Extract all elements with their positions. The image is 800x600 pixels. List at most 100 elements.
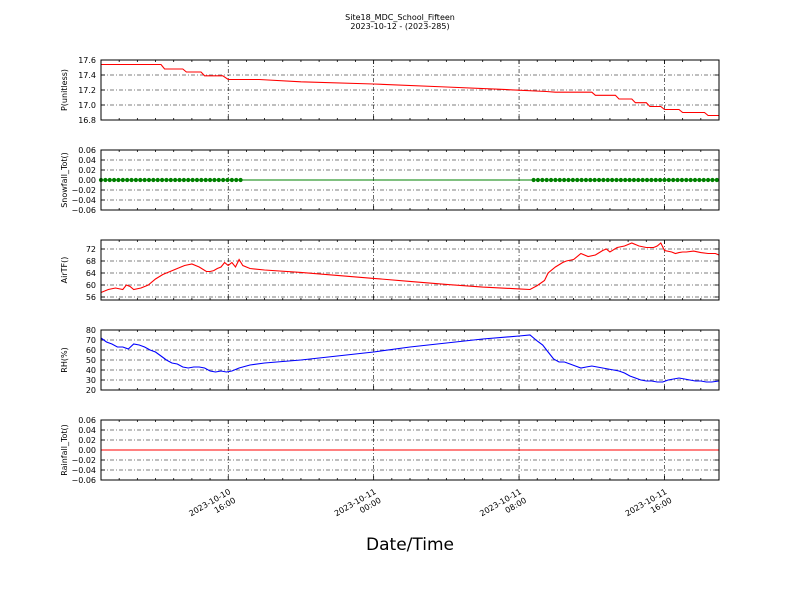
data-point [675,177,680,183]
y-tick-label: 17.2 [78,86,96,95]
y-tick-label: 0.06 [78,146,96,155]
y-tick-label: 56 [86,293,96,302]
y-tick-label: −0.02 [71,186,96,195]
data-point [614,177,619,183]
y-tick-label: 16.8 [78,116,96,125]
y-tick-label: 60 [86,281,96,290]
data-point [111,177,117,183]
y-tick-label: −0.06 [71,206,96,215]
data-point [562,177,567,183]
data-point [697,177,702,183]
y-tick-label: 17.6 [78,56,96,65]
data-point [173,177,178,183]
data-point [684,177,689,183]
data-point [671,177,676,183]
data-point [610,177,615,183]
chart-subtitle: 2023-10-12 - (2023-285) [350,22,449,31]
data-point [618,177,623,183]
data-point [133,177,138,183]
subplot-1: 0.060.040.020.00−0.02−0.04−0.06Snowfall_… [60,146,720,215]
y-tick-label: 17.0 [78,101,96,110]
data-point [644,177,650,183]
data-point [531,177,536,183]
data-point [605,177,610,183]
data-point [588,177,593,183]
data-point [601,177,606,183]
data-point [557,177,562,183]
data-point [714,177,719,183]
data-point [138,177,143,183]
data-point [234,177,239,183]
subplot-2: 72 68 64 60 56 AirTF() [60,239,720,302]
y-tick-label: 0.00 [78,176,96,185]
y-tick-label: 68 [86,257,96,266]
data-point [583,177,589,183]
data-point [658,177,663,183]
data-point [627,177,632,183]
y-tick-label: 64 [86,269,96,278]
data-point [653,177,658,183]
data-point [540,177,545,183]
data-point [649,177,654,183]
y-tick-label: 40 [86,366,96,375]
y-tick-label: 30 [86,376,96,385]
data-point [535,177,541,183]
data-point [575,177,580,183]
data-point [592,177,597,183]
data-point [151,177,156,183]
axes-frame [100,329,720,391]
data-point [186,177,191,183]
data-point [203,177,208,183]
data-point [190,177,195,183]
y-tick-label: 20 [86,386,96,395]
data-point [212,177,217,183]
data-point [596,177,602,183]
y-tick-label: 0.04 [78,426,96,435]
y-tick-label: −0.04 [71,466,96,475]
y-tick-label: 60 [86,346,96,355]
data-point [164,177,169,183]
y-axis-label: P(unitless) [60,69,69,111]
subplot-0: 17.6 17.4 17.2 17.0 16.8 P(unitless) [60,56,720,125]
data-point [544,177,549,183]
data-point [238,177,243,183]
data-point [688,177,693,183]
data-point [570,177,575,183]
series-line [100,242,720,294]
data-point [636,177,641,183]
y-tick-label: −0.02 [71,456,96,465]
series-line [101,63,719,117]
data-point [125,177,130,183]
data-point [155,177,160,183]
y-tick-label: 0.02 [78,436,96,445]
axes-frame [100,149,720,211]
series-line [100,334,720,383]
y-tick-label: 0.06 [78,416,96,425]
axes-frame [100,239,720,301]
data-point [168,177,173,183]
data-point [116,177,121,183]
data-point [142,177,147,183]
data-point [623,177,628,183]
chart-title: Site18_MDC_School_Fifteen [345,13,455,22]
data-point [692,177,698,183]
x-axis-label: Date/Time [366,535,454,555]
data-point [129,177,134,183]
data-point [159,177,165,183]
data-point [640,177,645,183]
y-axis-label: Rainfall_Tot() [60,424,69,476]
data-point [146,177,152,183]
y-tick-label: 72 [86,245,96,254]
data-point [207,177,213,183]
y-tick-label: 80 [86,326,96,335]
y-axis-label: AirTF() [60,257,69,284]
data-point [666,177,671,183]
data-point [705,177,711,183]
data-point [553,177,558,183]
